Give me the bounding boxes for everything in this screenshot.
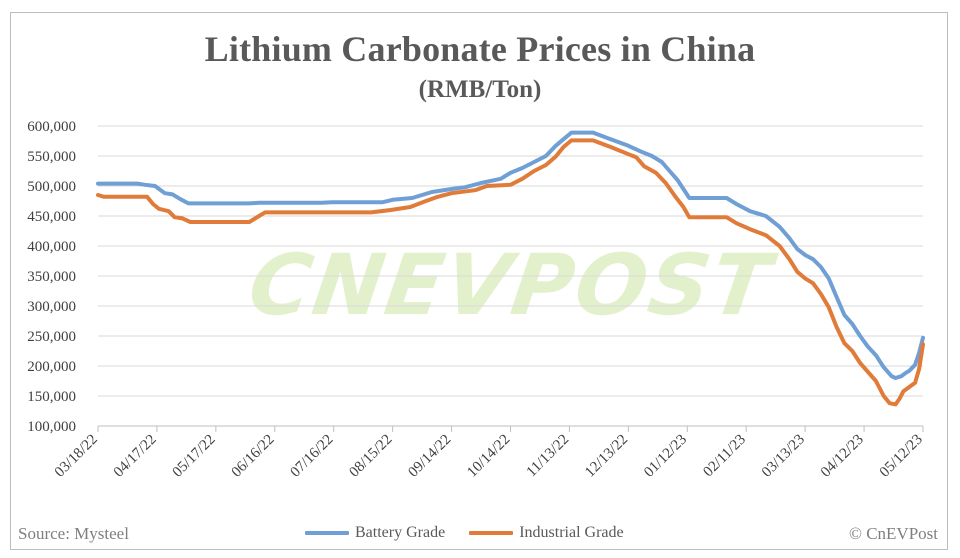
legend-swatch-battery bbox=[305, 531, 349, 535]
x-tick-label: 05/12/23 bbox=[877, 432, 926, 481]
x-tick-label: 08/15/22 bbox=[346, 432, 395, 481]
x-tick-label: 11/13/22 bbox=[524, 432, 573, 481]
y-tick-label: 500,000 bbox=[27, 179, 76, 195]
copyright-credit: © CnEVPost bbox=[849, 524, 938, 543]
legend-item-industrial: Industrial Grade bbox=[469, 524, 624, 542]
chart-frame bbox=[10, 12, 948, 550]
legend-swatch-industrial bbox=[469, 531, 514, 535]
y-tick-label: 300,000 bbox=[27, 299, 76, 315]
y-tick-label: 100,000 bbox=[27, 419, 76, 435]
x-tick-label: 02/11/23 bbox=[700, 432, 749, 481]
legend-label-battery: Battery Grade bbox=[355, 524, 446, 541]
y-tick-label: 400,000 bbox=[27, 239, 76, 255]
y-tick-label: 450,000 bbox=[27, 209, 76, 225]
y-tick-label: 250,000 bbox=[27, 329, 76, 345]
legend-item-battery: Battery Grade bbox=[305, 524, 445, 542]
x-tick-label: 01/12/23 bbox=[641, 432, 690, 481]
series-line-industrial-grade bbox=[96, 138, 925, 407]
x-tick-label: 10/14/22 bbox=[464, 432, 513, 481]
x-tick-label: 07/16/22 bbox=[288, 432, 337, 481]
x-tick-label: 09/14/22 bbox=[405, 432, 454, 481]
y-tick-label: 150,000 bbox=[27, 389, 76, 405]
series-line-battery-grade bbox=[96, 130, 925, 380]
x-tick-label: 12/13/22 bbox=[582, 432, 631, 481]
legend-label-industrial: Industrial Grade bbox=[519, 524, 624, 541]
x-tick-label: 03/13/23 bbox=[759, 432, 808, 481]
y-tick-label: 350,000 bbox=[27, 269, 76, 285]
x-tick-label: 05/17/22 bbox=[170, 432, 219, 481]
x-tick-label: 06/16/22 bbox=[229, 432, 278, 481]
chart-title: Lithium Carbonate Prices in China bbox=[204, 29, 756, 69]
y-tick-label: 550,000 bbox=[27, 149, 76, 165]
x-tick-label: 04/17/22 bbox=[111, 432, 160, 481]
x-tick-label: 03/18/22 bbox=[52, 432, 101, 481]
x-tick-label: 04/12/23 bbox=[818, 432, 867, 481]
legend: Battery Grade Industrial Grade bbox=[305, 524, 648, 542]
source-note: Source: Mysteel bbox=[18, 524, 129, 543]
y-tick-label: 600,000 bbox=[27, 119, 76, 135]
y-tick-label: 200,000 bbox=[27, 359, 76, 375]
chart-subtitle: (RMB/Ton) bbox=[418, 76, 542, 103]
